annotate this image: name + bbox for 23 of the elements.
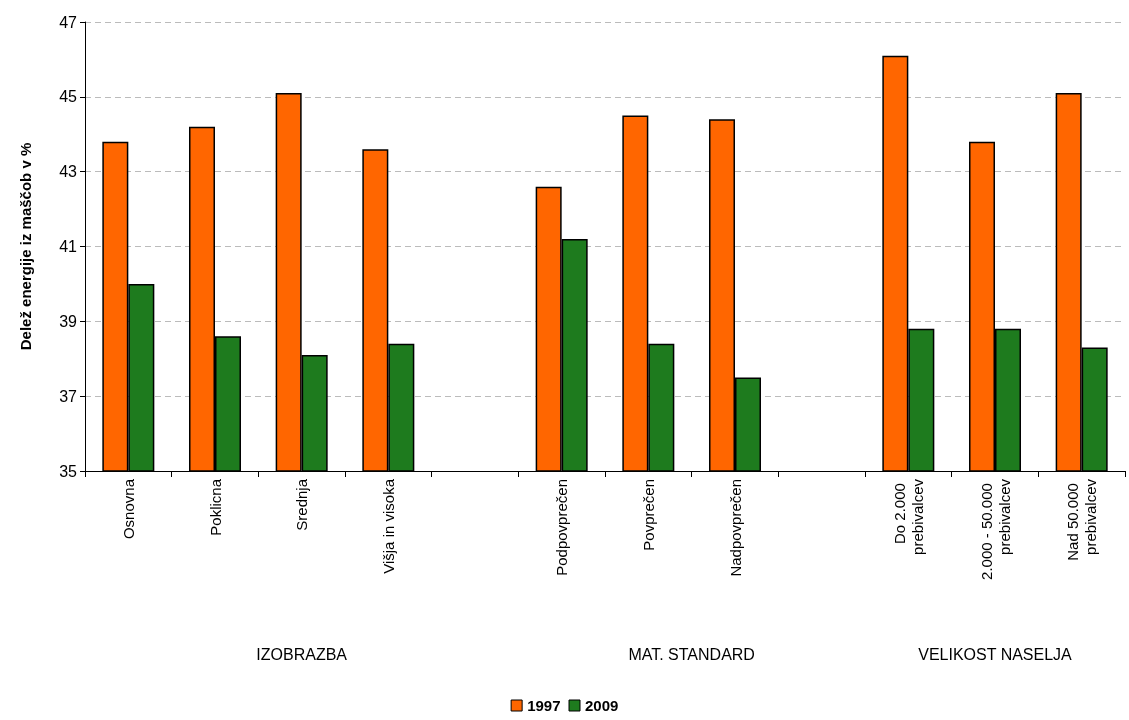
legend-label: 1997 (527, 697, 561, 714)
y-tick-label: 47 (59, 13, 78, 31)
x-tick-label: Poklicna (206, 478, 224, 536)
y-tick-label: 39 (59, 312, 78, 330)
text: IZOBRAZBA (256, 645, 348, 663)
x-tick-label: Nadpovprečen (726, 479, 744, 577)
y-tick-label: 37 (59, 387, 78, 405)
x-tick-label: Osnovna (119, 478, 137, 540)
x-tick-label: Srednja (293, 478, 311, 531)
y-tick-label: 45 (59, 88, 78, 106)
legend-label: 2009 (585, 697, 619, 714)
x-tick-label: Podpovprečen (553, 479, 571, 576)
y-tick-label: 41 (59, 238, 78, 255)
x-tick-label: Nad 50.000 prebivalcev (1064, 478, 1100, 561)
y-axis-title: Delež energije iz maščob v % (17, 142, 34, 351)
text: MAT. STANDARD (628, 645, 755, 663)
y-tick-label: 35 (59, 462, 78, 480)
x-tick-label: Višja in visoka (379, 478, 397, 574)
y-tick-label: 43 (59, 163, 78, 181)
x-tick-label: Do 2.000 prebivalcev (890, 478, 926, 555)
x-tick-label: 2.000 - 50.000 prebivalcev (977, 478, 1013, 580)
text: VELIKOST NASELJA (918, 645, 1073, 663)
x-tick-label: Povprečen (639, 479, 657, 551)
